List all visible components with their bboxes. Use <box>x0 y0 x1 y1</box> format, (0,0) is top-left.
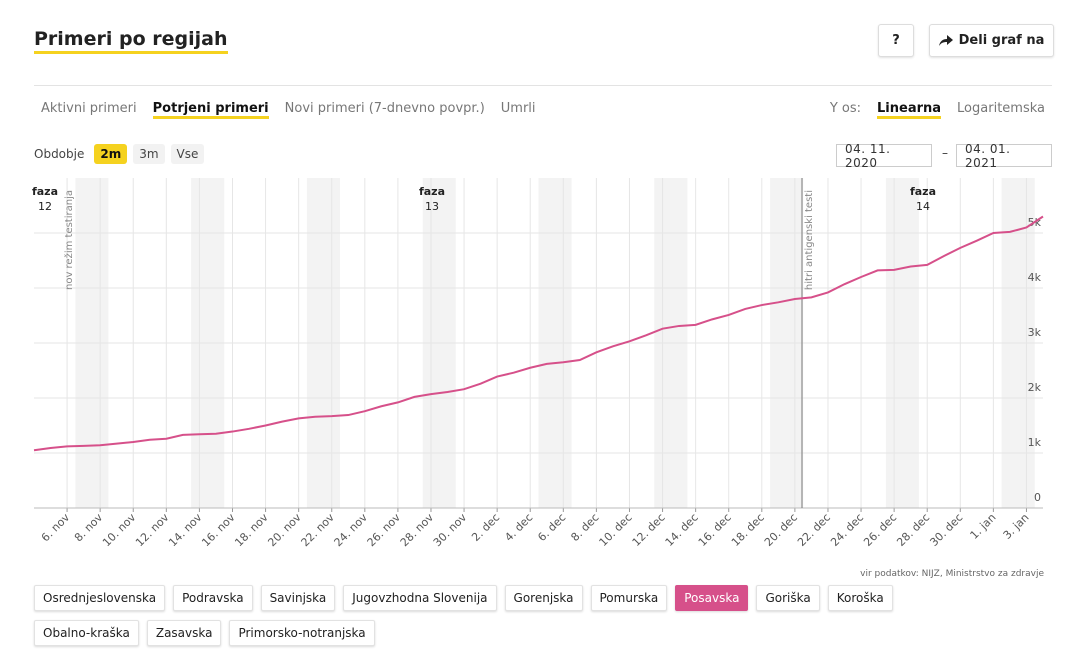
marker-label: nov režim testiranja <box>63 190 75 290</box>
date-from[interactable]: 04. 11. 2020 <box>836 142 932 170</box>
x-tick-label: 24. dec <box>828 511 866 549</box>
share-button[interactable]: Deli graf na <box>929 24 1054 57</box>
x-tick-label: 3. jan <box>1001 511 1032 542</box>
y-axis-toggle: Y os: Linearna Logaritemska <box>830 101 1045 119</box>
x-tick-label: 30. nov <box>431 511 470 550</box>
phase-label: faza <box>32 185 58 198</box>
x-tick-label: 28. dec <box>894 511 932 549</box>
y-tick-label: 1k <box>1028 436 1042 449</box>
x-tick-label: 26. nov <box>365 511 404 550</box>
separator <box>34 85 1052 86</box>
period-option[interactable]: 2m <box>94 144 128 164</box>
period-label: Obdobje <box>34 147 85 161</box>
share-icon <box>938 34 953 46</box>
date-to[interactable]: 04. 01. 2021 <box>956 142 1052 170</box>
data-line <box>33 215 1044 452</box>
region-button[interactable]: Primorsko-notranjska <box>229 620 375 646</box>
x-tick-label: 14. nov <box>166 511 205 550</box>
x-tick-label: 4. dec <box>502 511 535 544</box>
x-tick-label: 20. nov <box>265 511 304 550</box>
region-button[interactable]: Gorenjska <box>504 585 583 611</box>
region-button[interactable]: Koroška <box>827 585 893 611</box>
help-button[interactable]: ? <box>878 24 914 57</box>
region-button[interactable]: Obalno-kraška <box>34 620 139 646</box>
x-tick-label: 12. nov <box>133 511 172 550</box>
region-button[interactable]: Osrednjeslovenska <box>34 585 166 611</box>
period-option[interactable]: Vse <box>170 144 205 164</box>
y-axis-label: Y os: <box>829 101 862 116</box>
x-tick-label: 30. dec <box>927 511 965 549</box>
x-tick-label: 1. jan <box>968 511 999 542</box>
y-tick-label: 2k <box>1028 381 1042 394</box>
y-tick-label: 3k <box>1028 326 1042 339</box>
date-separator: – <box>942 146 948 160</box>
x-tick-label: 22. dec <box>795 511 833 549</box>
region-button[interactable]: Pomurska <box>590 585 668 611</box>
tab[interactable]: Umrli <box>500 101 536 116</box>
region-button[interactable]: Goriška <box>756 585 820 611</box>
page-title: Primeri po regijah <box>34 28 228 54</box>
phase-label: faza <box>910 185 936 198</box>
y-tick-label: 0 <box>1034 491 1041 504</box>
y-tick-label: 4k <box>1028 271 1042 284</box>
x-tick-label: 6. nov <box>39 511 73 545</box>
x-tick-label: 18. nov <box>232 511 271 550</box>
region-button[interactable]: Zasavska <box>146 620 222 646</box>
marker-label: hitri antigenski testi <box>804 190 815 290</box>
phase-number: 14 <box>916 200 930 213</box>
phase-label: faza <box>419 185 445 198</box>
x-tick-label: 16. nov <box>199 511 238 550</box>
y-axis-option[interactable]: Logaritemska <box>957 101 1045 116</box>
x-tick-label: 28. nov <box>398 511 437 550</box>
x-tick-label: 16. dec <box>696 511 734 549</box>
y-axis-option[interactable]: Linearna <box>877 101 942 119</box>
x-tick-label: 24. nov <box>332 511 371 550</box>
period-option[interactable]: 3m <box>133 144 165 164</box>
tabs: Aktivni primeri Potrjeni primeri Novi prim… <box>41 101 536 119</box>
regions: Osrednjeslovenska Podravska Savinjska Jugov… <box>34 585 974 646</box>
x-tick-label: 2. dec <box>469 511 502 544</box>
x-tick-label: 14. dec <box>663 511 701 549</box>
x-tick-label: 18. dec <box>729 511 767 549</box>
tab[interactable]: Novi primeri (7-dnevno povpr.) <box>284 101 485 116</box>
phase-number: 13 <box>425 200 439 213</box>
source: vir podatkov: NIJZ, Ministrstvo za zdrav… <box>860 569 1044 579</box>
x-tick-label: 22. nov <box>299 511 338 550</box>
tab[interactable]: Potrjeni primeri <box>152 101 269 119</box>
x-tick-label: 6. dec <box>535 511 568 544</box>
period: Obdobje 2m 3m Vse <box>34 144 205 164</box>
phase-number: 12 <box>38 200 52 213</box>
tab[interactable]: Aktivni primeri <box>41 101 137 116</box>
region-button[interactable]: Savinjska <box>260 585 336 611</box>
region-button[interactable]: Posavska <box>675 585 749 611</box>
x-tick-label: 10. dec <box>597 511 635 549</box>
x-tick-label: 26. dec <box>861 511 899 549</box>
x-tick-label: 20. dec <box>762 511 800 549</box>
region-button[interactable]: Jugovzhodna Slovenija <box>343 585 497 611</box>
share-label: Deli graf na <box>958 33 1045 48</box>
x-tick-label: 10. nov <box>100 511 139 550</box>
x-tick-label: 12. dec <box>630 511 668 549</box>
region-button[interactable]: Podravska <box>173 585 253 611</box>
